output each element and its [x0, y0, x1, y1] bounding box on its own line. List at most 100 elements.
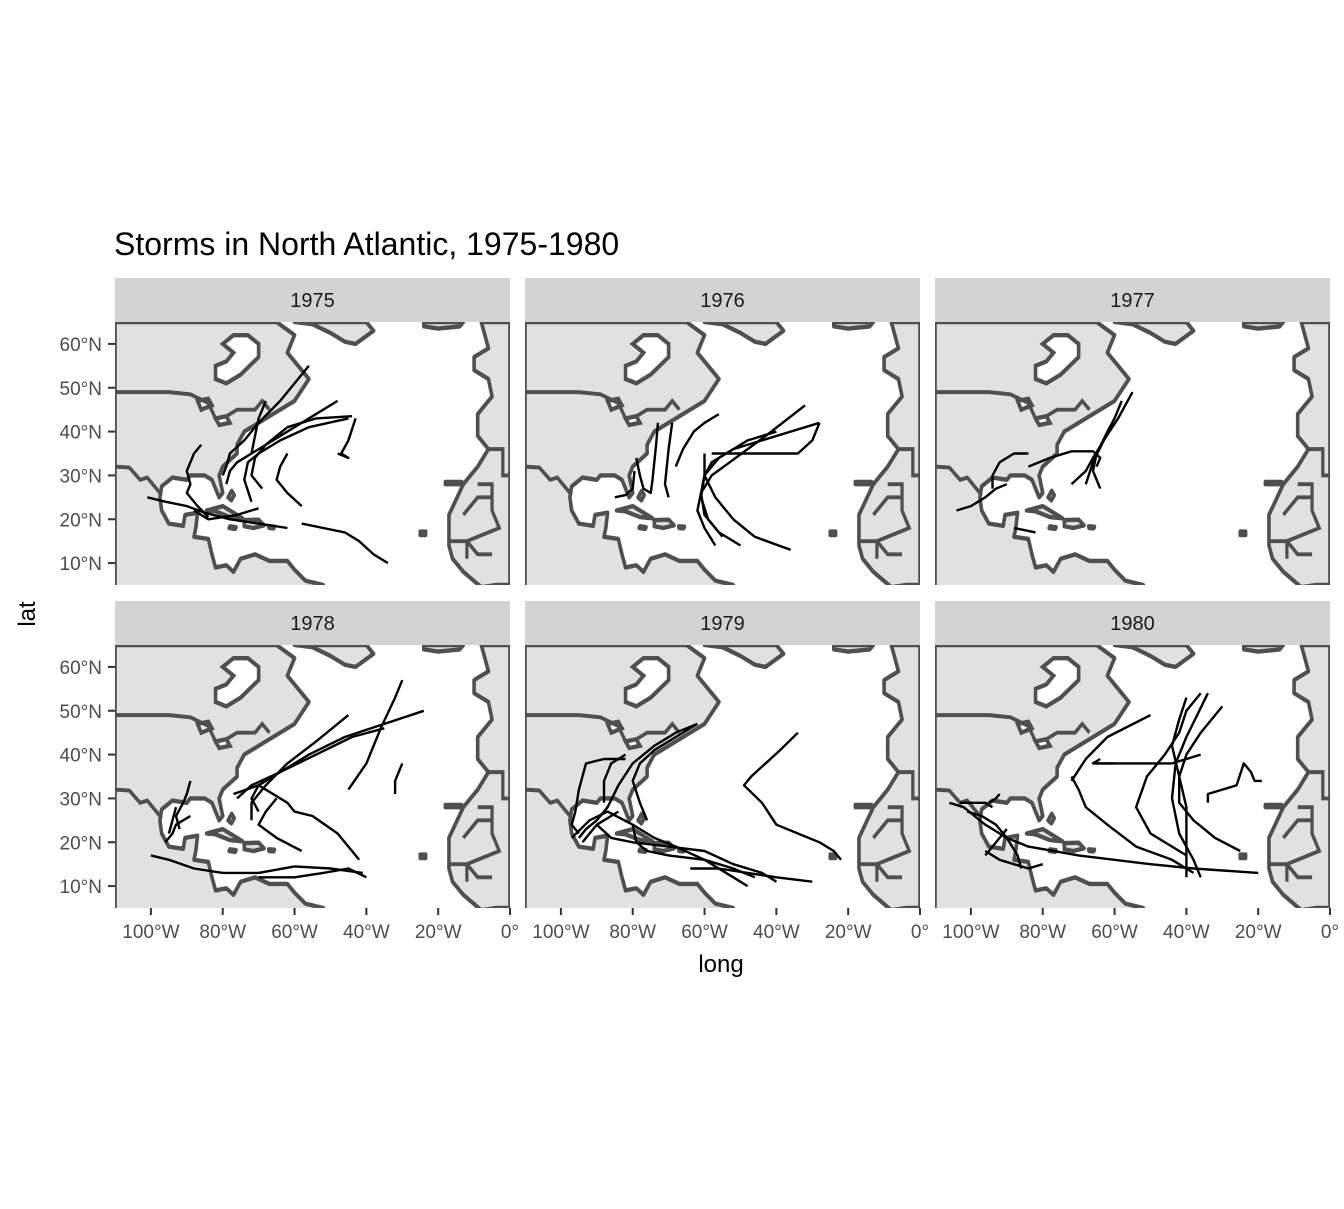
x-axes: 100°W 80°W 60°W 40°W 20°W 0° 100°W 80°W 60°W 40°W… [122, 908, 1339, 943]
x-tick-label: 40°W [753, 922, 800, 943]
storm-track [393, 762, 404, 794]
storm-track [1027, 450, 1102, 468]
y-tick-label: 30°N [60, 789, 102, 810]
x-tick-label: 0° [501, 922, 519, 943]
storm-track [690, 867, 813, 883]
y-tick-label: 20°N [60, 510, 102, 531]
storm-track [250, 415, 353, 490]
y-tick-label: 50°N [60, 379, 102, 400]
y-tick-label: 20°N [60, 833, 102, 854]
x-tick-label: 100°W [532, 922, 589, 943]
facet-panels: 1975 1976 1977 1978 1979 1980 [115, 278, 1330, 908]
x-tick-label: 20°W [1235, 922, 1282, 943]
storm-track [1134, 692, 1202, 857]
facet-1976: 1976 [525, 278, 920, 585]
storm-track [742, 731, 842, 861]
facet-strip-label: 1975 [290, 290, 335, 312]
storm-track [960, 801, 994, 809]
storm-track [1091, 757, 1115, 765]
storm-track [1170, 692, 1209, 878]
x-tick-label: 100°W [942, 922, 999, 943]
x-tick-label: 60°W [271, 922, 318, 943]
x-tick-label: 0° [911, 922, 929, 943]
storm-track [966, 810, 1023, 869]
storm-track [631, 722, 699, 821]
y-tick-label: 50°N [60, 702, 102, 723]
storm-track [257, 797, 303, 853]
facet-strip-label: 1978 [290, 613, 335, 635]
storm-track [570, 810, 749, 888]
storm-track [164, 814, 192, 844]
storm-track [1013, 526, 1036, 534]
storm-track [185, 443, 210, 518]
facet-strip-label: 1977 [1110, 290, 1155, 312]
x-tick-label: 60°W [681, 922, 728, 943]
storm-track [193, 507, 259, 521]
storm-track [984, 849, 1044, 870]
facet-1980: 1980 [935, 601, 1330, 908]
storm-track [233, 784, 361, 861]
x-tick-label: 80°W [1019, 922, 1066, 943]
storm-track [221, 365, 310, 476]
y-tick-label: 60°N [60, 658, 102, 679]
storm-track [711, 422, 821, 455]
facet-1979: 1979 [525, 601, 920, 908]
storm-track [991, 452, 1029, 489]
x-tick-label: 40°W [343, 922, 390, 943]
x-tick-label: 100°W [122, 922, 179, 943]
y-tick-label: 10°N [60, 877, 102, 898]
storm-track [577, 722, 698, 839]
facet-strip [935, 278, 1330, 322]
facet-strip-label: 1979 [700, 613, 745, 635]
storm-track [595, 823, 778, 883]
x-tick-label: 0° [1321, 922, 1339, 943]
facet-strip [525, 278, 920, 322]
facet-strip [115, 601, 510, 645]
facet-strip-label: 1976 [700, 290, 745, 312]
storm-track [258, 867, 367, 879]
storm-track [167, 806, 178, 834]
storm-track [635, 422, 660, 495]
storm-track [337, 418, 357, 460]
storm-track [602, 753, 627, 803]
facet-strip [525, 601, 920, 645]
facet-strip [115, 278, 510, 322]
x-tick-label: 60°W [1091, 922, 1138, 943]
facet-1977: 1977 [935, 278, 1330, 585]
storm-track [275, 452, 303, 507]
y-tick-label: 10°N [60, 554, 102, 575]
y-axis-title: lat [14, 601, 41, 627]
y-tick-label: 40°N [60, 423, 102, 444]
storm-track [988, 793, 1001, 804]
x-tick-label: 20°W [415, 922, 462, 943]
storm-track [663, 422, 674, 498]
storm-track [1206, 762, 1262, 803]
y-tick-label: 40°N [60, 746, 102, 767]
y-tick-label: 60°N [60, 335, 102, 356]
storm-track [614, 470, 636, 499]
storm-track [703, 453, 792, 552]
x-tick-label: 80°W [199, 922, 246, 943]
y-tick-label: 30°N [60, 466, 102, 487]
storm-track [570, 757, 626, 835]
facet-1975: 1975 [115, 278, 510, 585]
x-axis-title: long [698, 951, 743, 978]
plot-title: Storms in North Atlantic, 1975-1980 [114, 226, 619, 262]
storm-track [347, 679, 404, 791]
storm-track [956, 483, 1008, 512]
storm-track [301, 522, 389, 565]
facet-strip-label: 1980 [1110, 613, 1155, 635]
facet-strip [935, 601, 1330, 645]
storm-track [150, 854, 363, 875]
storm-track [674, 413, 720, 468]
storm-track [1070, 714, 1152, 782]
x-tick-label: 80°W [609, 922, 656, 943]
storm-track [1084, 391, 1134, 485]
y-axes: 10°N 20°N 30°N 40°N 50°N 60°N 10°N 20°N 30°N 40°N… [60, 335, 115, 898]
x-tick-label: 20°W [825, 922, 872, 943]
storm-track [174, 780, 192, 830]
storm-track [1178, 705, 1241, 853]
storm-track [1070, 775, 1195, 874]
facet-1978: 1978 [115, 601, 510, 908]
